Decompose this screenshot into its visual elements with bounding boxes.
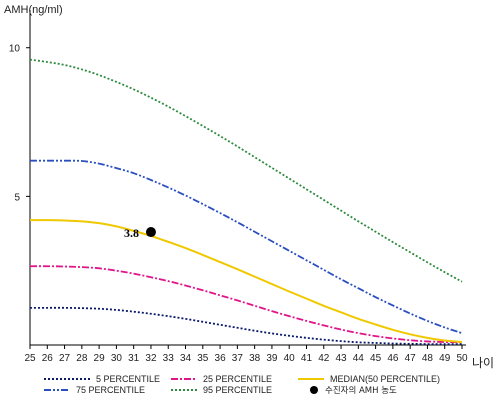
legend-swatch-patient — [310, 386, 318, 394]
legend-item-p5: 5 PERCENTILE — [44, 373, 160, 385]
patient-amh-point — [145, 227, 156, 238]
x-tick-label-25: 25 — [24, 353, 36, 364]
legend-label-p75: 75 PERCENTILE — [76, 385, 146, 395]
legend-label-patient: 수진자의 AMH 농도 — [325, 386, 397, 396]
legend-item-median: MEDIAN(50 PERCENTILE) — [298, 373, 440, 385]
marker-layer: 3.8 — [124, 226, 156, 240]
x-tick-label-49: 49 — [439, 353, 451, 364]
legend-item-patient: 수진자의 AMH 농도 — [309, 384, 397, 396]
y-tick-label-5: 5 — [14, 192, 20, 203]
chart-legend: 5 PERCENTILE 75 PERCENTILE 25 PERCENTILE… — [0, 371, 500, 400]
x-tick-label-41: 41 — [301, 353, 313, 364]
x-tick-label-28: 28 — [76, 353, 88, 364]
legend-label-p95: 95 PERCENTILE — [203, 385, 273, 395]
x-tick-label-37: 37 — [232, 353, 244, 364]
y-axis-label: AMH(ng/ml) — [4, 4, 63, 16]
x-axis-label: 나이 — [472, 356, 494, 370]
x-tick-label-38: 38 — [249, 353, 261, 364]
series-line-75-percentile — [29, 159, 463, 334]
series-line-median-50-percentile — [29, 219, 463, 344]
legend-swatch-median — [298, 378, 324, 380]
x-tick-label-31: 31 — [128, 353, 140, 364]
x-tick-label-35: 35 — [197, 353, 209, 364]
series-layer — [29, 58, 463, 346]
x-tick-label-33: 33 — [163, 353, 175, 364]
x-tick-label-44: 44 — [353, 353, 365, 364]
amh-chart: 5 10 25 26 27 28 29 30 31 32 33 34 35 36 37 38 39 40 41 42 4… — [4, 4, 494, 370]
x-tick-label-30: 30 — [111, 353, 123, 364]
x-tick-label-29: 29 — [94, 353, 106, 364]
x-tick-label-32: 32 — [145, 353, 157, 364]
legend-item-p95: 95 PERCENTILE — [171, 384, 272, 396]
x-tick-label-39: 39 — [266, 353, 278, 364]
legend-label-median: MEDIAN(50 PERCENTILE) — [330, 374, 441, 384]
legend-swatch-p25 — [171, 378, 197, 380]
legend-label-p5: 5 PERCENTILE — [96, 374, 161, 384]
x-tick-label-50: 50 — [456, 353, 468, 364]
y-tick-label-10: 10 — [9, 44, 21, 55]
legend-item-p75: 75 PERCENTILE — [44, 384, 145, 396]
series-line-95-percentile — [29, 58, 463, 283]
x-tick-label-43: 43 — [335, 353, 347, 364]
x-tick-label-27: 27 — [59, 353, 71, 364]
x-tick-label-47: 47 — [405, 353, 417, 364]
x-tick-label-40: 40 — [284, 353, 296, 364]
legend-swatch-p95 — [171, 389, 197, 391]
x-tick-label-46: 46 — [387, 353, 399, 364]
legend-swatch-p5 — [44, 378, 90, 380]
x-tick-label-48: 48 — [422, 353, 434, 364]
series-line-5-percentile — [30, 306, 462, 346]
series-line-25-percentile — [29, 265, 463, 344]
legend-label-p25: 25 PERCENTILE — [203, 374, 273, 384]
chart-axes: 5 10 25 26 27 28 29 30 31 32 33 34 35 36 37 38 39 40 41 42 4… — [9, 10, 468, 364]
legend-item-p25: 25 PERCENTILE — [171, 373, 272, 385]
x-tick-label-36: 36 — [215, 353, 227, 364]
legend-swatch-p75 — [44, 389, 70, 391]
x-tick-label-42: 42 — [318, 353, 330, 364]
x-tick-label-26: 26 — [42, 353, 54, 364]
x-tick-label-45: 45 — [370, 353, 382, 364]
patient-amh-label: 3.8 — [124, 226, 139, 240]
x-tick-label-34: 34 — [180, 353, 192, 364]
